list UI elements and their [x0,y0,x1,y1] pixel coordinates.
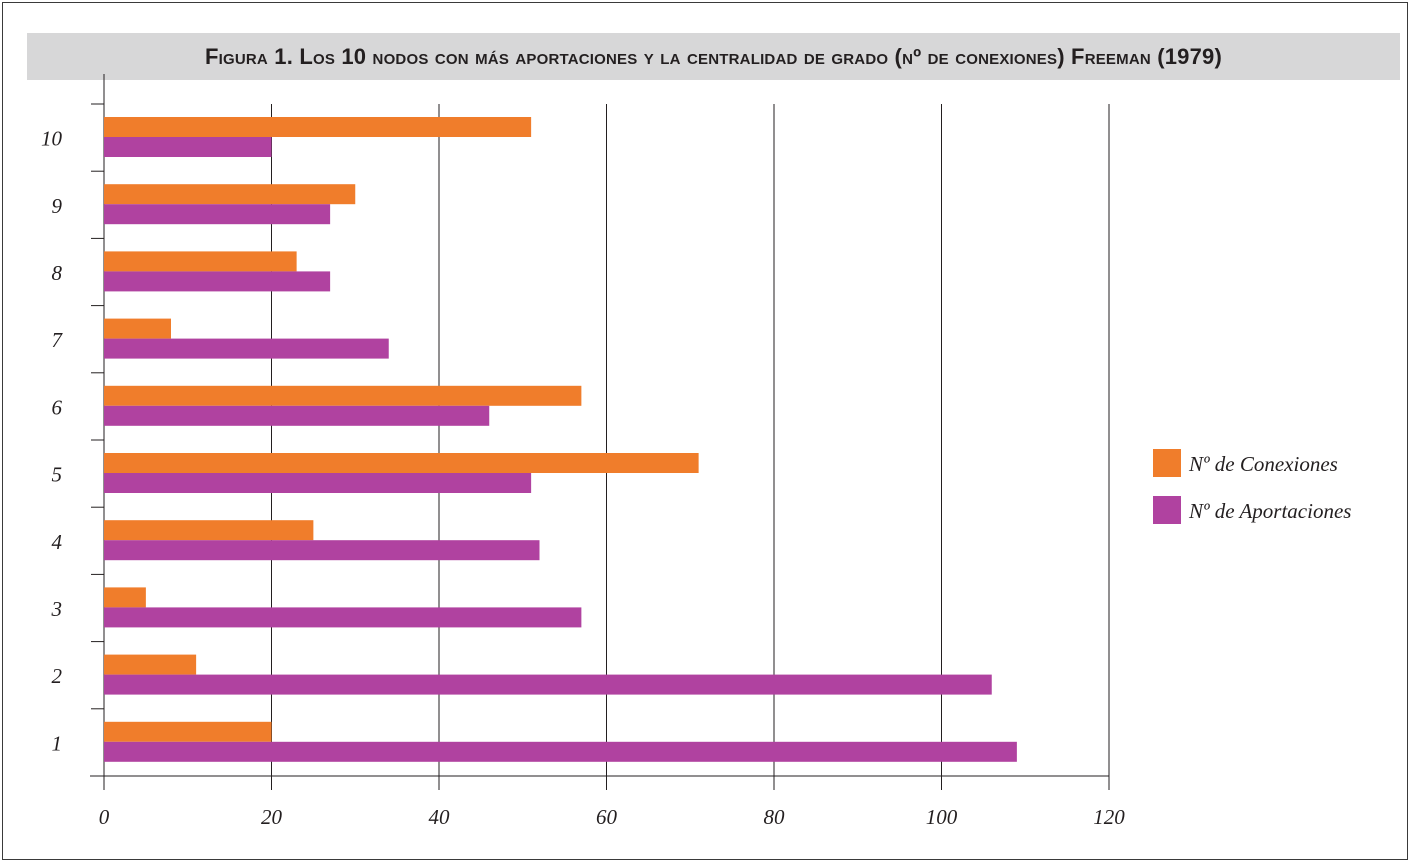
bar-aportaciones-4 [104,540,540,561]
bar-aportaciones-3 [104,607,582,628]
bar-aportaciones-10 [104,137,272,157]
bar-conexiones-7 [104,318,171,339]
bar-conexiones-6 [104,385,582,406]
legend-label-1: Nº de Aportaciones [1188,499,1351,523]
bar-conexiones-1 [104,721,272,742]
x-tick-label: 100 [926,805,958,829]
bar-conexiones-8 [104,251,297,272]
y-tick-label: 7 [52,328,64,352]
y-tick-label: 8 [52,261,63,285]
bar-conexiones-10 [104,117,532,137]
bar-conexiones-3 [104,587,146,608]
x-tick-label: 20 [261,805,283,829]
y-tick-label: 5 [52,463,63,487]
y-tick-label: 2 [52,664,63,688]
y-tick-label: 1 [52,731,63,755]
bar-conexiones-9 [104,184,356,205]
bar-aportaciones-6 [104,405,490,426]
bar-aportaciones-2 [104,674,992,695]
x-tick-label: 80 [764,805,786,829]
figure-title-bar: Figura 1. Los 10 nodos con más aportacio… [27,33,1400,80]
legend-swatch-0 [1153,449,1181,477]
bar-aportaciones-7 [104,338,389,359]
bar-conexiones-2 [104,654,197,675]
x-tick-label: 120 [1093,805,1125,829]
bar-conexiones-5 [104,453,699,473]
x-tick-label: 60 [596,805,618,829]
x-tick-label: 0 [99,805,110,829]
y-tick-label: 4 [52,530,63,554]
bar-aportaciones-8 [104,271,331,292]
bar-conexiones-4 [104,520,314,541]
figure-title: Figura 1. Los 10 nodos con más aportacio… [204,43,1222,69]
y-tick-label: 3 [51,597,63,621]
y-tick-label: 10 [41,127,63,151]
x-tick-label: 40 [429,805,451,829]
legend-swatch-1 [1153,496,1181,524]
legend-label-0: Nº de Conexiones [1188,452,1338,476]
bar-aportaciones-1 [104,741,1017,762]
y-tick-label: 9 [52,194,63,218]
bar-aportaciones-9 [104,204,331,225]
y-tick-label: 6 [52,395,63,419]
bar-aportaciones-5 [104,473,532,493]
